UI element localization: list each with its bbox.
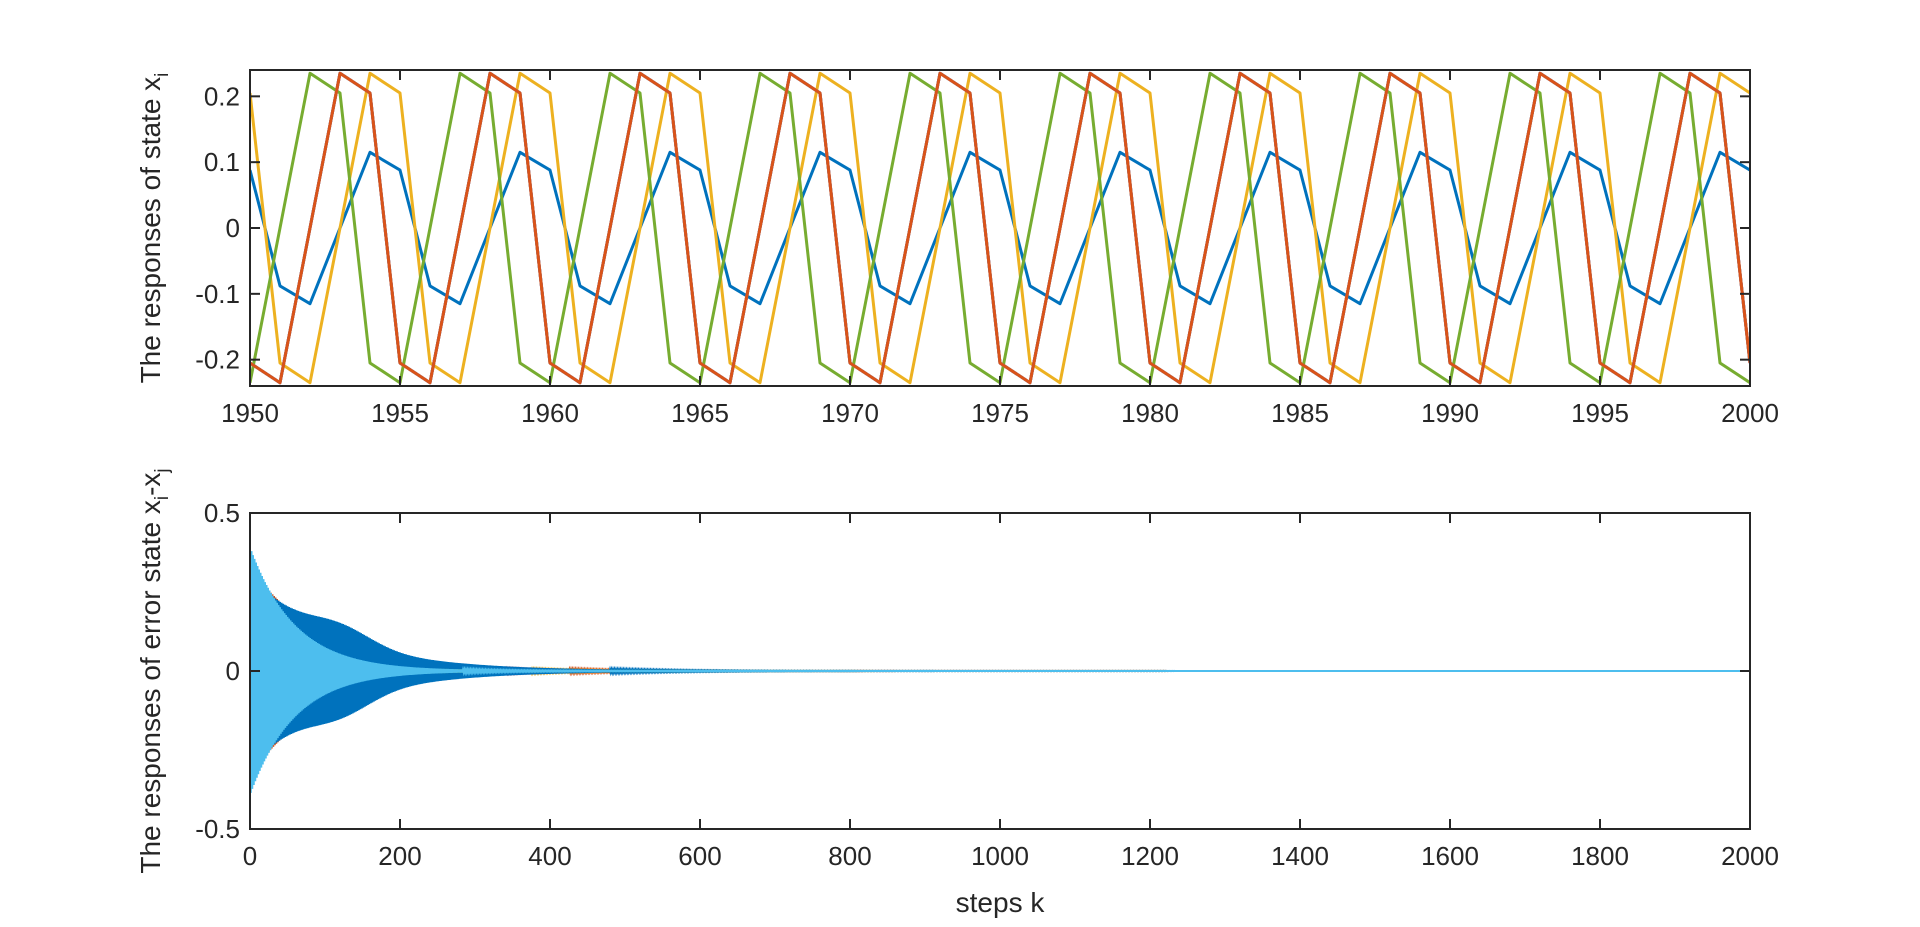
bottom-y-label-sub-i: i <box>152 496 173 500</box>
bottom-x-tick-label: 1000 <box>971 841 1029 871</box>
bottom-y-label-sub-j: j <box>152 468 173 473</box>
bottom-x-tick-label: 600 <box>678 841 721 871</box>
top-x-tick-label: 1955 <box>371 398 429 428</box>
bottom-y-tick-label: 0 <box>226 656 240 686</box>
top-x-tick-label: 1975 <box>971 398 1029 428</box>
top-y-tick-label: 0 <box>226 213 240 243</box>
bottom-x-tick-label: 1400 <box>1271 841 1329 871</box>
top-y-label-sub: i <box>152 73 173 77</box>
bottom-plot-lines <box>250 547 1750 793</box>
top-x-tick-label: 1985 <box>1271 398 1329 428</box>
top-x-tick-label: 1995 <box>1571 398 1629 428</box>
bottom-y-tick-label: -0.5 <box>195 814 240 844</box>
top-x-tick-label: 1950 <box>221 398 279 428</box>
bottom-axis-ticks: 0 200 400 600 800 1000 1200 1400 1600 1800 2000 -0.… <box>195 498 1779 871</box>
bottom-x-tick-label: 1800 <box>1571 841 1629 871</box>
top-y-tick-label: -0.1 <box>195 279 240 309</box>
top-y-tick-label: 0.1 <box>204 147 240 177</box>
top-y-label-text: The responses of state x <box>135 77 166 384</box>
bottom-x-tick-label: 0 <box>243 841 257 871</box>
top-line-state-2 <box>250 71 1750 385</box>
top-x-tick-label: 1970 <box>821 398 879 428</box>
top-x-tick-label: 1960 <box>521 398 579 428</box>
top-line-state-1 <box>250 150 1750 306</box>
top-plot-frame <box>249 69 1751 387</box>
bottom-x-tick-label: 2000 <box>1721 841 1779 871</box>
top-plot-lines <box>250 71 1750 385</box>
bottom-plot-frame <box>249 512 1751 830</box>
bottom-subplot: 0 200 400 600 800 1000 1200 1400 1600 1800 2000 -0.… <box>135 468 1779 918</box>
top-subplot: 1950 1955 1960 1965 1970 1975 1980 1985 1990 1995… <box>135 69 1779 428</box>
bottom-y-label-mid: -x <box>135 473 166 496</box>
bottom-line-error-7 <box>250 547 1750 793</box>
bottom-x-label: steps k <box>956 887 1046 918</box>
bottom-y-tick-label: 0.5 <box>204 498 240 528</box>
top-x-tick-label: 2000 <box>1721 398 1779 428</box>
top-y-label: The responses of state xi <box>135 73 173 384</box>
bottom-y-label-text: The responses of error state x <box>135 500 166 874</box>
bottom-x-tick-label: 1600 <box>1421 841 1479 871</box>
top-y-tick-label: 0.2 <box>204 81 240 111</box>
bottom-x-tick-label: 200 <box>378 841 421 871</box>
top-x-tick-label: 1980 <box>1121 398 1179 428</box>
top-axis-ticks: 1950 1955 1960 1965 1970 1975 1980 1985 1990 1995… <box>195 70 1779 428</box>
top-x-tick-label: 1990 <box>1421 398 1479 428</box>
top-x-tick-label: 1965 <box>671 398 729 428</box>
bottom-x-tick-label: 400 <box>528 841 571 871</box>
bottom-y-label: The responses of error state xi-xj <box>135 468 173 873</box>
bottom-x-tick-label: 800 <box>828 841 871 871</box>
top-y-tick-label: -0.2 <box>195 345 240 375</box>
bottom-x-tick-label: 1200 <box>1121 841 1179 871</box>
